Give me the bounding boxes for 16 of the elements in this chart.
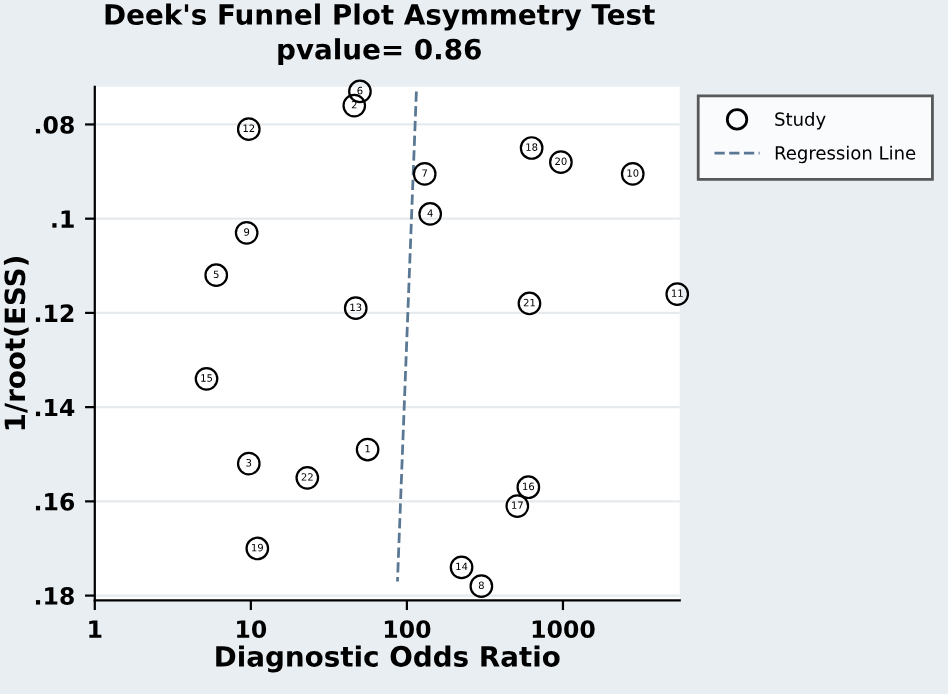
legend-label: Study (775, 112, 826, 130)
chart-subtitle: pvalue= 0.86 (278, 38, 481, 66)
x-tick-label: 100 (384, 620, 431, 639)
chart-title: Deek's Funnel Plot Asymmetry Test (105, 3, 655, 31)
x-tick-label: 1 (89, 620, 102, 638)
legend-label: Regression Line (775, 145, 916, 164)
y-tick-label: .1 (52, 210, 74, 228)
x-tick-label: 1000 (532, 620, 595, 639)
x-tick-label: 10 (237, 620, 267, 639)
y-tick-label: .16 (35, 492, 75, 511)
x-axis-title: Diagnostic Odds Ratio (216, 645, 560, 673)
y-tick-label: .18 (35, 587, 74, 605)
y-tick-label: .14 (35, 398, 75, 417)
y-axis-title: 1/root(ESS) (3, 257, 29, 430)
y-tick-label: .08 (35, 115, 74, 134)
y-tick-label: .12 (35, 304, 74, 322)
